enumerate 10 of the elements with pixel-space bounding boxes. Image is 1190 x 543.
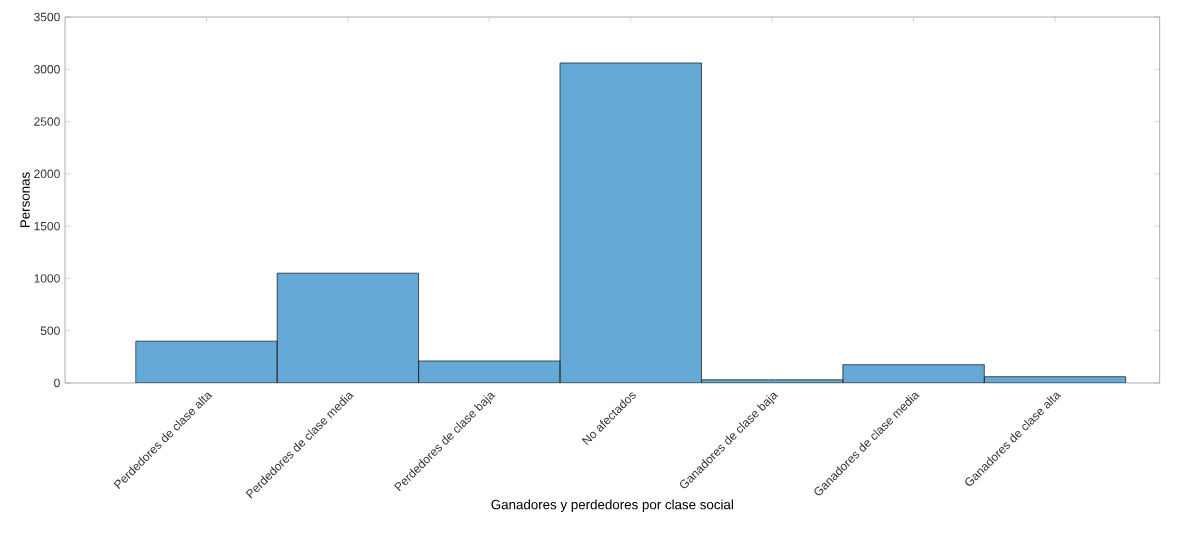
- y-tick-label: 3000: [34, 65, 60, 74]
- y-tick-label: 0: [54, 378, 60, 388]
- y-tick-label: 3500: [34, 12, 60, 22]
- y-tick-label: 1000: [34, 274, 60, 283]
- y-tick-label: 2500: [34, 117, 60, 126]
- x-axis-title: Ganadores y perdedores por clase social: [491, 499, 733, 512]
- y-axis-title: Personas: [20, 172, 30, 228]
- y-tick-label: 2000: [34, 169, 60, 179]
- y-tick-label: 1500: [34, 221, 60, 231]
- y-tick-label: 500: [40, 326, 60, 335]
